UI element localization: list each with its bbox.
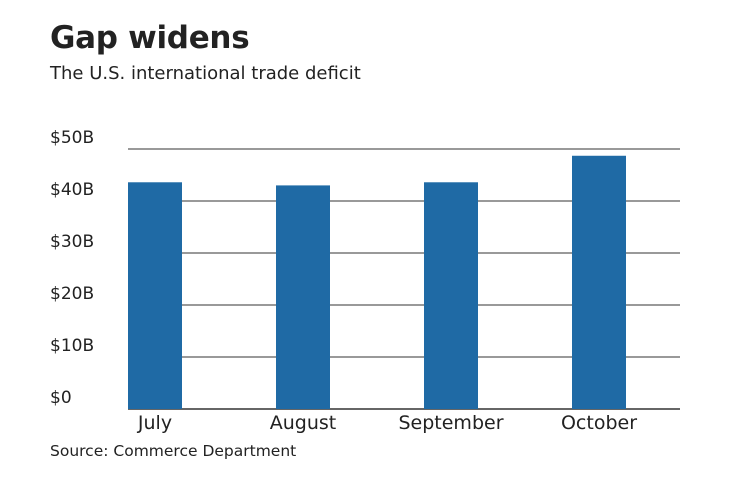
x-tick-label: August <box>270 412 337 434</box>
chart-subtitle: The U.S. international trade deficit <box>50 63 361 84</box>
bar-september <box>424 182 478 409</box>
bar-october <box>572 155 626 409</box>
y-tick-label: $40B <box>50 180 94 200</box>
y-tick-label: $10B <box>50 336 94 356</box>
x-tick-labels: July August September October <box>137 412 637 434</box>
bars <box>128 155 626 409</box>
y-tick-label: $20B <box>50 284 94 304</box>
y-tick-labels: $0 $10B $20B $30B $40B $50B <box>50 128 94 408</box>
source-note: Source: Commerce Department <box>50 442 297 460</box>
bar-august <box>276 185 330 409</box>
y-tick-label: $30B <box>50 232 94 252</box>
y-tick-label: $50B <box>50 128 94 148</box>
x-tick-label: October <box>561 412 637 434</box>
chart-title: Gap widens <box>50 20 250 56</box>
x-tick-label: July <box>137 412 172 434</box>
y-tick-label: $0 <box>50 388 72 408</box>
x-tick-label: September <box>398 412 503 434</box>
bar-july <box>128 182 182 409</box>
